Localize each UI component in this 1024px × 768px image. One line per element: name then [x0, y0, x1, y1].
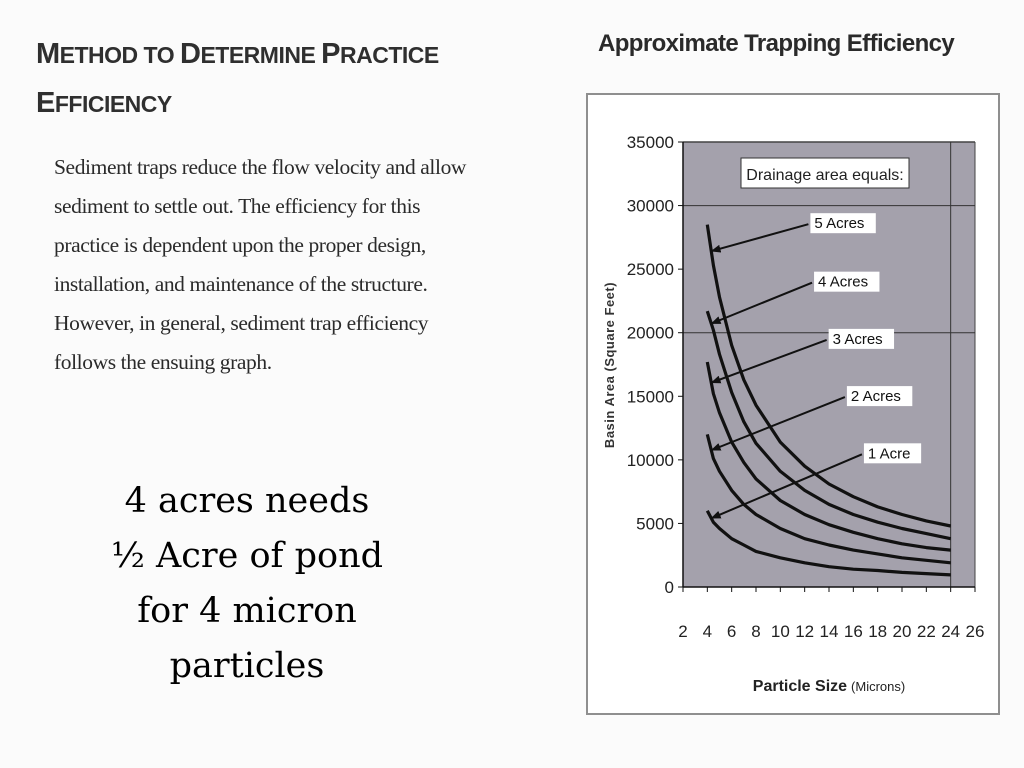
x-tick-label: 12: [795, 622, 814, 641]
heading-initial: D: [179, 38, 201, 70]
chart-title: Approximate Trapping Efficiency: [598, 30, 955, 57]
heading-line-2: EFFICIENCY: [36, 79, 556, 128]
x-tick-label: 4: [703, 622, 712, 641]
y-tick-label: 30000: [627, 197, 674, 216]
grid-layer: [683, 141, 976, 587]
x-tick-label: 22: [917, 622, 936, 641]
series-curve: [705, 434, 951, 565]
plot-area: [683, 142, 975, 587]
x-tick-label: 10: [771, 622, 790, 641]
x-tick-label: 2: [678, 622, 687, 641]
intro-paragraph: Sediment traps reduce the flow velocity …: [54, 155, 467, 374]
series-label: 3 Acres: [833, 331, 883, 348]
callout-line: for 4 micron: [137, 591, 357, 631]
series-label-arrow: [710, 281, 813, 325]
x-axis-label-unit: (Microns): [851, 679, 905, 694]
y-tick-label: 15000: [627, 387, 674, 406]
heading-initial: P: [321, 38, 341, 70]
callout-line: 4 acres needs: [124, 481, 370, 521]
heading-word: ETERMINE: [200, 42, 322, 68]
series-label-box: [863, 443, 922, 464]
y-tick-label: 0: [665, 578, 674, 597]
y-tick-label: 25000: [627, 260, 674, 279]
x-tick-label: 26: [966, 622, 985, 641]
heading-word: ETHOD TO: [59, 42, 180, 68]
series-curve: [705, 310, 952, 541]
x-tick-label: 14: [820, 622, 839, 641]
series-label-box: [846, 386, 913, 407]
y-tick-label: 20000: [627, 324, 674, 343]
x-axis-label-main: Particle Size: [753, 678, 847, 695]
x-tick-label: 16: [844, 622, 863, 641]
series-label-arrow: [710, 223, 809, 253]
series-label-arrow: [710, 338, 827, 384]
x-tick-label: 24: [941, 622, 960, 641]
y-axis-label: Basin Area (Square Feet): [602, 282, 617, 448]
heading-word: RACTICE: [340, 42, 439, 68]
method-heading: METHOD TO DETERMINE PRACTICE EFFICIENCY: [36, 30, 556, 128]
legend-box: [740, 157, 910, 189]
series-label-box: [810, 213, 876, 234]
series-label: 1 Acre: [868, 445, 911, 462]
series-label: 2 Acres: [851, 388, 901, 405]
series-curve: [705, 361, 951, 552]
x-tick-label: 18: [868, 622, 887, 641]
heading-initial: E: [36, 87, 55, 119]
series-label-arrow: [710, 453, 863, 520]
heading-word: FFICIENCY: [54, 91, 172, 117]
callout-note: 4 acres needs ½ Acre of pond for 4 micro…: [96, 474, 398, 694]
series-curve: [705, 509, 951, 577]
callout-line: particles: [169, 646, 325, 686]
series-label-arrow: [710, 396, 846, 452]
callout-line: ½ Acre of pond: [110, 536, 384, 576]
x-tick-label: 8: [751, 622, 760, 641]
curve-layer: [705, 224, 952, 577]
x-tick-label: 6: [727, 622, 736, 641]
heading-initial: M: [36, 38, 60, 70]
y-tick-label: 5000: [636, 514, 674, 533]
label-layer: 5 Acres 4 Acres 3 Acres 2 Acres 1 Acre: [710, 213, 922, 520]
series-curve: [705, 224, 952, 528]
series-label-box: [814, 271, 880, 292]
y-tick-label: 35000: [627, 133, 674, 152]
series-label: 5 Acres: [814, 215, 864, 232]
series-label: 4 Acres: [818, 274, 868, 291]
legend-title: Drainage area equals:: [746, 167, 903, 184]
series-label-box: [828, 328, 895, 349]
x-tick-label: 20: [893, 622, 912, 641]
y-tick-label: 10000: [627, 451, 674, 470]
heading-line-1: METHOD TO DETERMINE PRACTICE: [36, 30, 556, 79]
x-axis-label: Particle Size (Microns): [753, 678, 905, 695]
